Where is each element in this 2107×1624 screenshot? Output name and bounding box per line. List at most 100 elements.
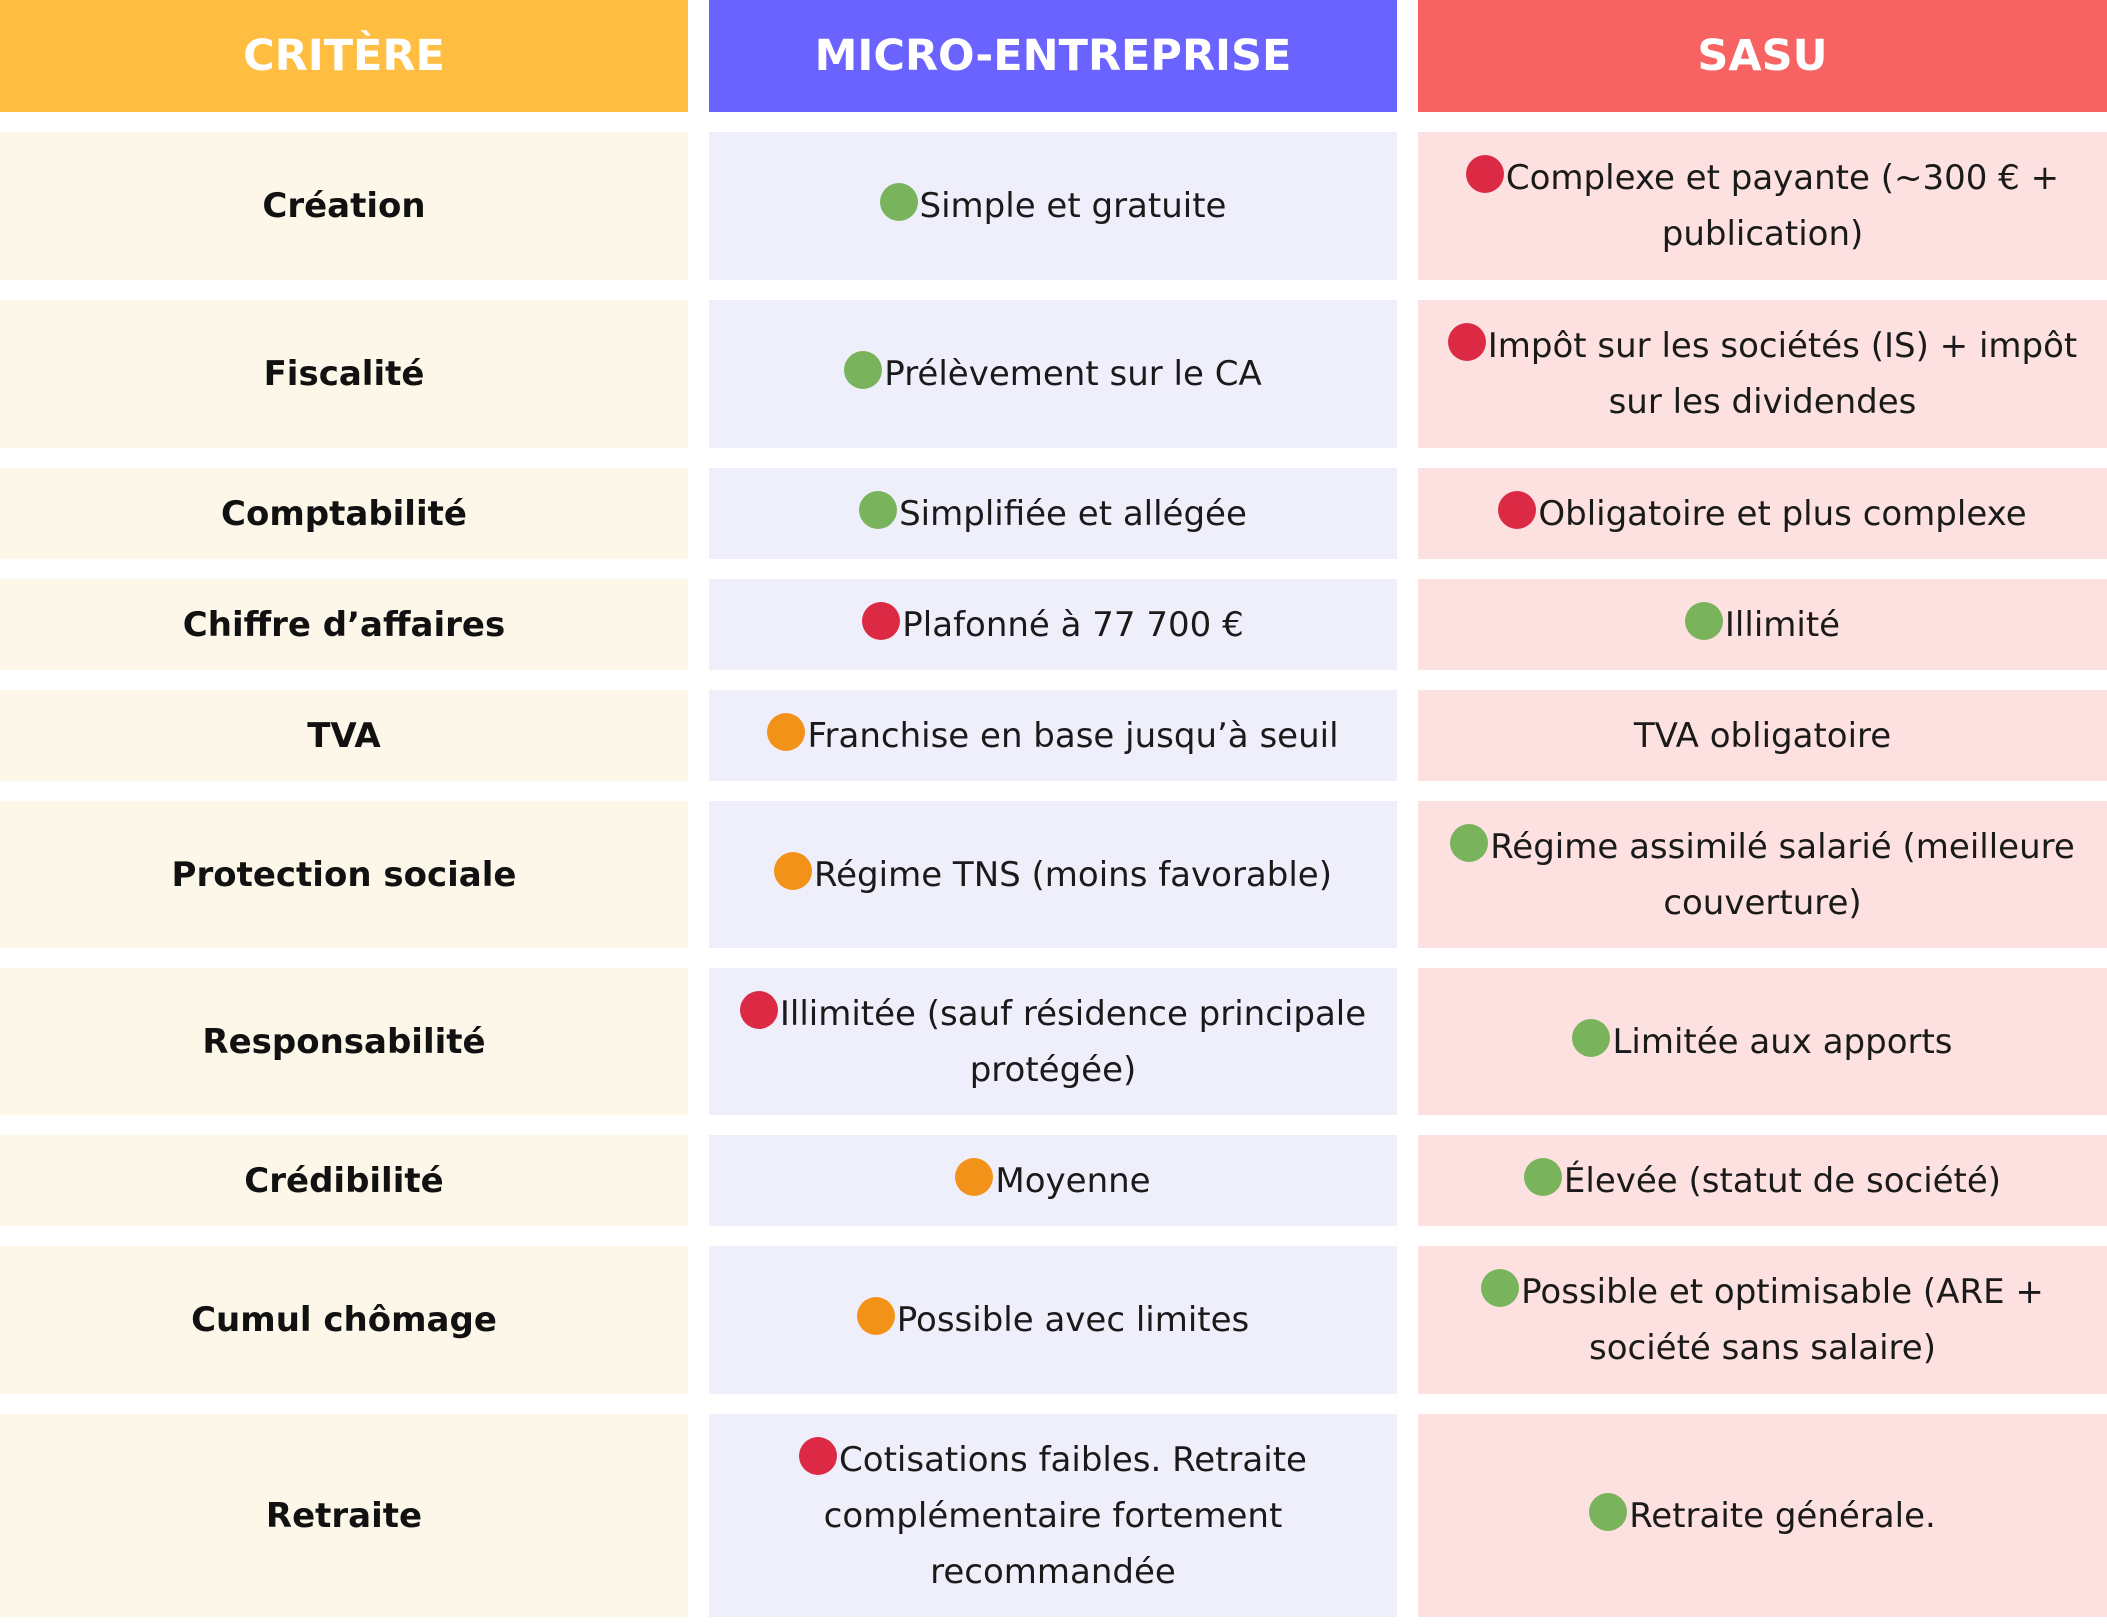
micro-cell: Illimitée (sauf résidence principale pro… (709, 968, 1397, 1115)
cell-text: Obligatoire et plus complexe (1538, 493, 2027, 534)
cell-content: Complexe et payante (~300 € + publicatio… (1430, 150, 2095, 262)
cell-text: Régime assimilé salarié (meilleure couve… (1490, 826, 2075, 923)
criterion-text: Crédibilité (244, 1160, 444, 1201)
criterion-cell: Responsabilité (0, 968, 688, 1115)
cell-content: Limitée aux apports (1572, 1014, 1953, 1070)
cell-text: Régime TNS (moins favorable) (814, 854, 1332, 895)
status-dot (1447, 323, 1486, 361)
sasu-cell: TVA obligatoire (1418, 690, 2107, 781)
cell-text: Simple et gratuite (919, 186, 1227, 226)
criterion-cell: Crédibilité (0, 1135, 688, 1226)
cell-content: Franchise en base jusqu’à seuil (767, 708, 1339, 764)
criterion-cell: Retraite (0, 1414, 688, 1617)
status-dot (1481, 1269, 1520, 1307)
criterion-text: Protection sociale (171, 854, 517, 895)
cell-content: Impôt sur les sociétés (IS) + impôt sur … (1430, 318, 2095, 430)
cell-text: Élevée (statut de société) (1563, 1160, 2002, 1201)
status-dot (856, 1297, 895, 1335)
criterion-cell: Comptabilité (0, 468, 688, 559)
status-dot (1465, 155, 1504, 193)
criterion-cell: Fiscalité (0, 300, 688, 448)
criterion-text: Création (262, 186, 426, 226)
cell-content: Régime assimilé salarié (meilleure couve… (1430, 819, 2095, 931)
status-dot (1498, 490, 1537, 529)
criterion-text: Fiscalité (263, 354, 425, 394)
criterion-text: Cumul chômage (191, 1300, 497, 1340)
micro-cell: Moyenne (709, 1135, 1397, 1226)
header-cell: SASU (1418, 0, 2107, 112)
cell-text: Limitée aux apports (1612, 1021, 1953, 1062)
header-text: MICRO-ENTREPRISE (814, 31, 1292, 81)
header-cell: MICRO-ENTREPRISE (709, 0, 1397, 112)
criterion-text: Comptabilité (221, 493, 467, 534)
cell-content: Moyenne (955, 1153, 1151, 1209)
micro-cell: Possible avec limites (709, 1246, 1397, 1394)
status-dot (739, 990, 778, 1029)
criterion-text: Responsabilité (202, 1021, 486, 1062)
cell-text: Cotisations faibles. Retraite complément… (823, 1439, 1307, 1592)
cell-text: Plafonné à 77 700 € (902, 604, 1244, 645)
cell-text: Franchise en base jusqu’à seuil (807, 715, 1339, 756)
sasu-cell: Obligatoire et plus complexe (1418, 468, 2107, 559)
cell-content: Élevée (statut de société) (1523, 1153, 2002, 1209)
cell-text: Prélèvement sur le CA (884, 354, 1262, 394)
status-dot (1523, 1157, 1562, 1196)
status-dot (799, 1436, 838, 1475)
micro-cell: Simplifiée et allégée (709, 468, 1397, 559)
sasu-cell: Retraite générale. (1418, 1414, 2107, 1617)
criterion-cell: TVA (0, 690, 688, 781)
criterion-text: TVA (307, 715, 381, 756)
cell-content: Simplifiée et allégée (859, 486, 1247, 542)
status-dot (1684, 601, 1723, 640)
criterion-text: Retraite (265, 1495, 423, 1536)
status-dot (1572, 1018, 1611, 1057)
header-cell: CRITÈRE (0, 0, 688, 112)
status-dot (955, 1157, 994, 1196)
header-text: SASU (1697, 31, 1828, 81)
sasu-cell: Impôt sur les sociétés (IS) + impôt sur … (1418, 300, 2107, 448)
status-dot (1589, 1492, 1628, 1531)
sasu-cell: Illimité (1418, 579, 2107, 670)
criterion-cell: Cumul chômage (0, 1246, 688, 1394)
cell-content: Régime TNS (moins favorable) (774, 847, 1332, 903)
cell-text: Complexe et payante (~300 € + publicatio… (1505, 158, 2060, 254)
micro-cell: Cotisations faibles. Retraite complément… (709, 1414, 1397, 1617)
sasu-cell: Complexe et payante (~300 € + publicatio… (1418, 132, 2107, 280)
status-dot (767, 712, 806, 751)
cell-text: Retraite générale. (1629, 1495, 1936, 1536)
cell-content: Cotisations faibles. Retraite complément… (721, 1432, 1385, 1600)
sasu-cell: Possible et optimisable (ARE + société s… (1418, 1246, 2107, 1394)
micro-cell: Simple et gratuite (709, 132, 1397, 280)
micro-cell: Franchise en base jusqu’à seuil (709, 690, 1397, 781)
criterion-cell: Chiffre d’affaires (0, 579, 688, 670)
micro-cell: Prélèvement sur le CA (709, 300, 1397, 448)
cell-content: Retraite générale. (1589, 1488, 1936, 1544)
status-dot (1450, 823, 1489, 862)
criterion-cell: Protection sociale (0, 801, 688, 948)
cell-text: Impôt sur les sociétés (IS) + impôt sur … (1487, 326, 2078, 422)
status-dot (859, 490, 898, 529)
status-dot (879, 183, 918, 221)
sasu-cell: Limitée aux apports (1418, 968, 2107, 1115)
criterion-text: Chiffre d’affaires (182, 604, 506, 645)
sasu-cell: Élevée (statut de société) (1418, 1135, 2107, 1226)
cell-text: Possible avec limites (896, 1300, 1250, 1340)
cell-text: Moyenne (995, 1160, 1151, 1201)
cell-text: Simplifiée et allégée (899, 493, 1247, 534)
cell-content: TVA obligatoire (1634, 708, 1891, 764)
cell-content: Illimité (1684, 597, 1840, 653)
cell-content: Possible et optimisable (ARE + société s… (1430, 1264, 2095, 1376)
cell-text: TVA obligatoire (1633, 715, 1892, 756)
micro-cell: Plafonné à 77 700 € (709, 579, 1397, 670)
cell-text: Possible et optimisable (ARE + société s… (1521, 1272, 2044, 1368)
criterion-cell: Création (0, 132, 688, 280)
cell-content: Simple et gratuite (879, 178, 1227, 234)
header-text: CRITÈRE (243, 31, 445, 81)
cell-content: Illimitée (sauf résidence principale pro… (721, 986, 1385, 1098)
cell-text: Illimitée (sauf résidence principale pro… (779, 993, 1367, 1090)
micro-cell: Régime TNS (moins favorable) (709, 801, 1397, 948)
cell-content: Prélèvement sur le CA (844, 346, 1262, 402)
sasu-cell: Régime assimilé salarié (meilleure couve… (1418, 801, 2107, 948)
